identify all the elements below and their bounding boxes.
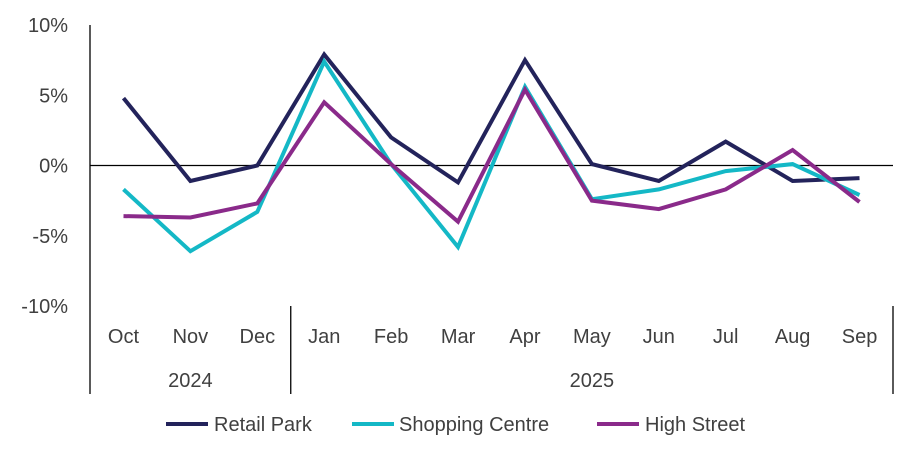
x-tick-label: Mar [441, 326, 476, 348]
series-line [123, 85, 861, 225]
x-tick-label: Jul [713, 326, 739, 348]
x-tick-label: Nov [173, 326, 209, 348]
x-tick-label: Feb [374, 326, 408, 348]
y-tick-label: 0% [39, 156, 68, 178]
x-tick-label: Jan [308, 326, 340, 348]
legend-label: Retail Park [214, 414, 313, 436]
x-tick-label: May [573, 326, 611, 348]
x-tick-label: Oct [108, 326, 140, 348]
legend-label: High Street [645, 414, 745, 436]
x-tick-label: Aug [775, 326, 811, 348]
legend-label: Shopping Centre [399, 414, 549, 436]
y-tick-label: -10% [21, 296, 68, 318]
x-tick-label: Jun [643, 326, 675, 348]
y-tick-label: 10% [28, 15, 68, 37]
x-tick-label: Sep [842, 326, 878, 348]
x-tick-label: Apr [509, 326, 540, 348]
series-line [122, 57, 861, 254]
x-group-label: 2025 [570, 370, 615, 392]
y-tick-label: -5% [32, 226, 68, 248]
x-group-label: 2024 [168, 370, 213, 392]
x-tick-label: Dec [240, 326, 276, 348]
y-tick-label: 5% [39, 85, 68, 107]
series-line [121, 51, 860, 186]
